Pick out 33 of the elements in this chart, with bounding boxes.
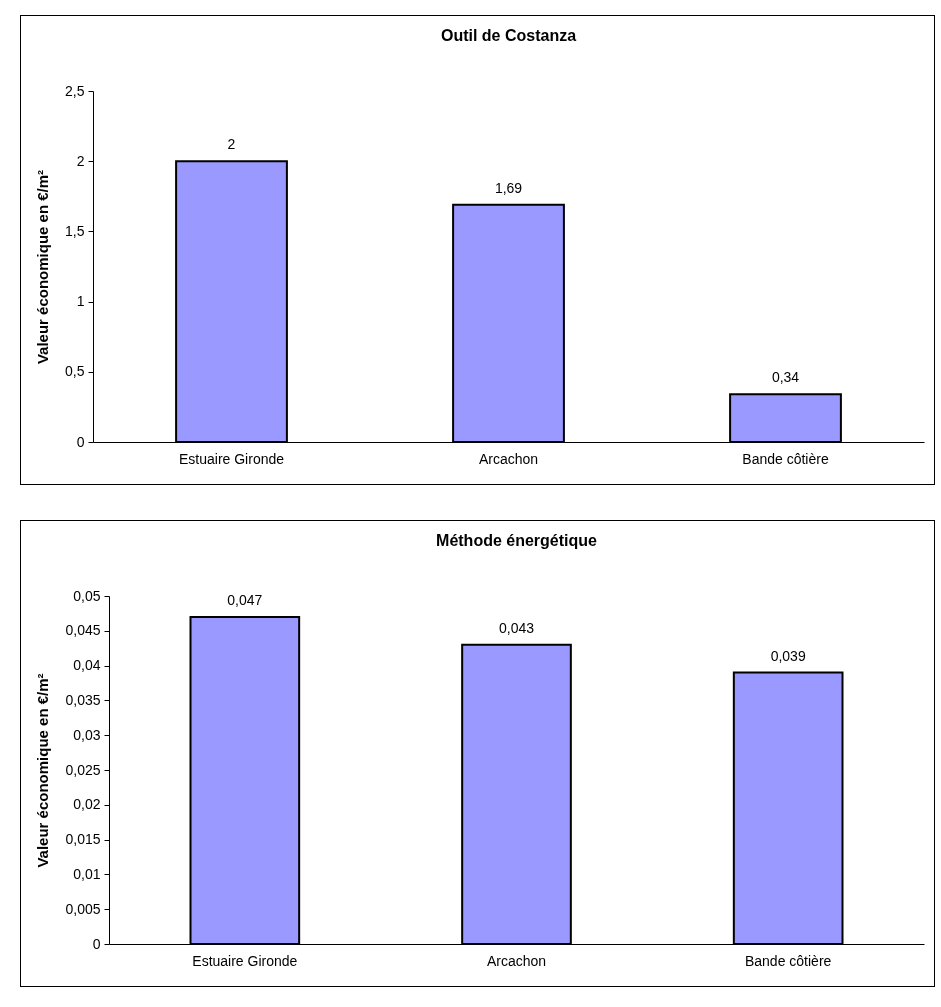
y-tick-label: 0,03 [73,726,101,743]
x-tick-label: Estuaire Gironde [192,952,298,969]
chart-title: Outil de Costanza [440,27,577,44]
y-tick-label: 0 [92,935,101,952]
y-tick-label: 2 [76,152,85,169]
y-tick-label: 0,02 [73,796,101,813]
y-tick-label: 2,5 [65,82,85,99]
y-tick-label: 0,04 [73,657,101,674]
x-tick-label: Estuaire Gironde [178,450,285,467]
data-label: 0,34 [771,369,800,386]
y-axis-title: Valeur économique en €/m² [34,169,52,365]
y-tick-label: 0,045 [65,622,101,639]
data-label: 0,047 [227,591,263,608]
x-tick-label: Bande côtière [744,952,832,969]
x-tick-label: Bande côtière [742,450,829,467]
data-label: 0,039 [770,647,806,664]
y-tick-label: 0,5 [65,363,85,380]
y-tick-label: 0,025 [65,761,101,778]
y-tick-label: 0,01 [73,865,101,882]
data-label: 1,69 [494,179,523,196]
y-tick-label: 0,015 [65,831,101,848]
y-tick-label: 0,05 [73,587,101,604]
x-tick-label: Arcachon [478,450,539,467]
chart-title: Méthode énergétique [436,532,598,549]
y-tick-label: 0 [76,433,85,450]
y-tick-label: 1 [76,293,85,310]
y-tick-label: 0,035 [65,691,101,708]
y-tick-label: 1,5 [65,222,85,239]
y-axis-title: Valeur économique en €/m² [34,673,52,868]
y-tick-label: 0,005 [65,900,101,917]
data-label: 2 [227,136,236,153]
data-label: 0,043 [498,619,535,636]
x-tick-label: Arcachon [486,952,547,969]
